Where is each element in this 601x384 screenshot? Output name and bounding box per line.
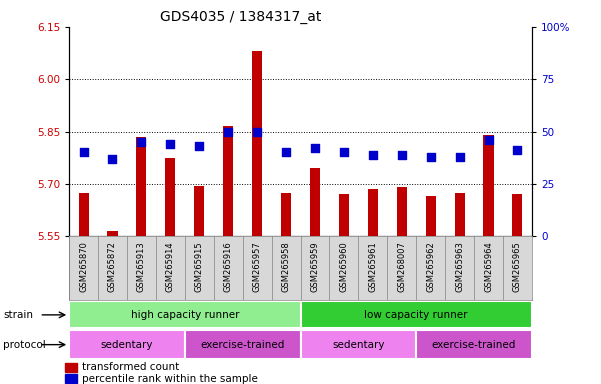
Text: GSM265965: GSM265965	[513, 241, 522, 292]
Text: GSM265960: GSM265960	[340, 241, 349, 292]
Text: strain: strain	[3, 310, 33, 320]
Point	[513, 147, 522, 154]
Point	[281, 149, 291, 156]
Text: GSM265963: GSM265963	[455, 241, 464, 292]
Text: GSM265870: GSM265870	[79, 241, 88, 292]
Bar	[368, 189, 378, 236]
Point	[397, 151, 406, 157]
Text: low capacity runner: low capacity runner	[364, 310, 468, 320]
Bar	[483, 135, 493, 236]
Text: GSM265914: GSM265914	[166, 241, 175, 292]
Point	[165, 141, 175, 147]
Bar	[454, 192, 465, 236]
Text: GSM265962: GSM265962	[426, 241, 435, 292]
Bar	[281, 192, 291, 236]
Point	[368, 151, 377, 157]
Bar	[185, 330, 300, 359]
Point	[455, 154, 465, 160]
Bar	[69, 330, 185, 359]
Bar	[300, 330, 416, 359]
Bar	[426, 196, 436, 236]
Bar	[223, 126, 233, 236]
Bar	[136, 137, 147, 236]
Text: sedentary: sedentary	[332, 339, 385, 350]
Bar	[65, 374, 77, 383]
Text: GSM268007: GSM268007	[397, 241, 406, 292]
Text: percentile rank within the sample: percentile rank within the sample	[82, 374, 258, 384]
Bar	[69, 301, 300, 328]
Point	[426, 154, 436, 160]
Text: protocol: protocol	[3, 339, 46, 350]
Text: GSM265916: GSM265916	[224, 241, 233, 292]
Bar	[397, 187, 407, 236]
Bar	[300, 301, 532, 328]
Point	[195, 143, 204, 149]
Point	[108, 156, 117, 162]
Point	[310, 145, 320, 151]
Bar	[513, 194, 522, 236]
Text: GSM265957: GSM265957	[252, 241, 261, 292]
Text: exercise-trained: exercise-trained	[432, 339, 516, 350]
Text: GSM265958: GSM265958	[281, 241, 290, 292]
Text: GSM265915: GSM265915	[195, 241, 204, 292]
Bar	[339, 194, 349, 236]
Text: GSM265964: GSM265964	[484, 241, 493, 292]
Point	[79, 149, 88, 156]
Text: GSM265959: GSM265959	[311, 241, 320, 292]
Bar	[252, 51, 262, 236]
Point	[224, 128, 233, 135]
Point	[252, 128, 262, 135]
Point	[136, 139, 146, 145]
Bar	[65, 362, 77, 372]
Bar	[165, 158, 175, 236]
Bar	[310, 168, 320, 236]
Text: transformed count: transformed count	[82, 362, 179, 372]
Text: GSM265872: GSM265872	[108, 241, 117, 292]
Text: sedentary: sedentary	[101, 339, 153, 350]
Bar	[194, 185, 204, 236]
Point	[339, 149, 349, 156]
Point	[484, 137, 493, 143]
Text: high capacity runner: high capacity runner	[130, 310, 239, 320]
Text: GDS4035 / 1384317_at: GDS4035 / 1384317_at	[160, 10, 321, 23]
Text: GSM265961: GSM265961	[368, 241, 377, 292]
Bar	[416, 330, 532, 359]
Text: GSM265913: GSM265913	[137, 241, 146, 292]
Bar	[79, 192, 88, 236]
Text: exercise-trained: exercise-trained	[201, 339, 285, 350]
Bar	[108, 231, 118, 236]
